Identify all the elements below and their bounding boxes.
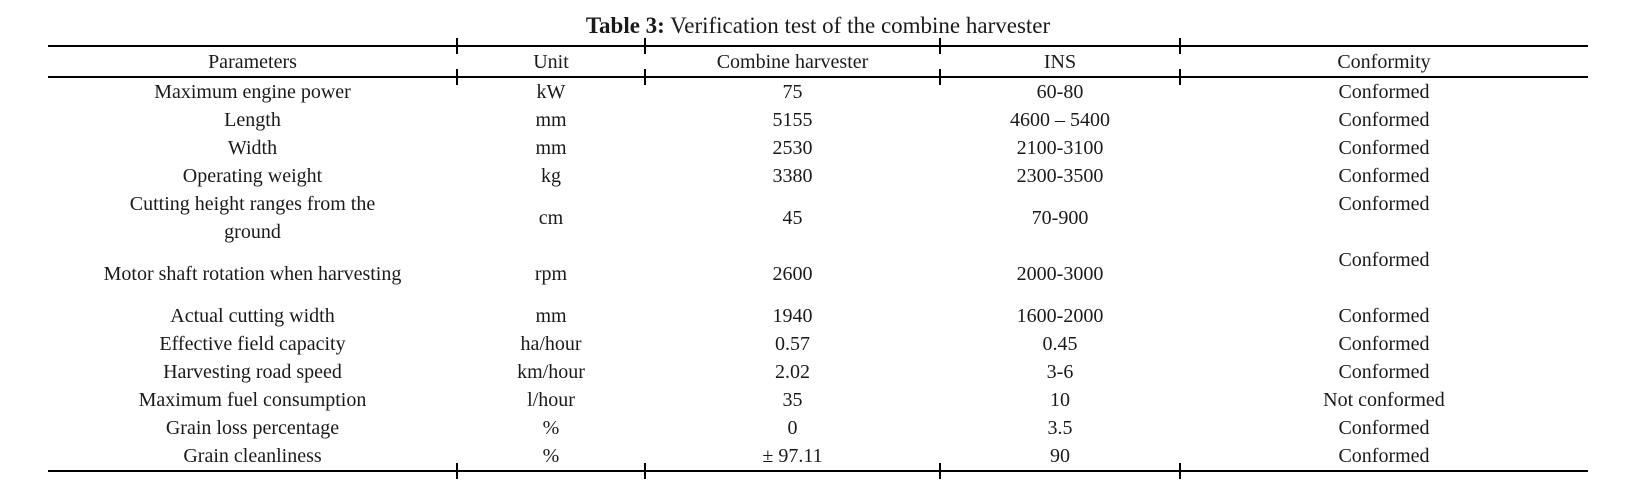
cell-ins: 10 bbox=[1050, 389, 1070, 411]
table-caption-label: Table 3: bbox=[585, 13, 665, 38]
cell-parameter: Harvesting road speed bbox=[163, 361, 342, 383]
cell-ins: 3.5 bbox=[1047, 417, 1073, 439]
cell-combine-harvester: 0 bbox=[787, 417, 798, 439]
cell-unit: kg bbox=[541, 165, 561, 187]
cell-ins: 1600-2000 bbox=[1016, 305, 1104, 327]
cell-conformity: Conformed bbox=[1338, 109, 1430, 131]
cell-conformity: Conformed bbox=[1338, 333, 1430, 355]
cell-parameter: Motor shaft rotation when harvesting bbox=[103, 263, 402, 285]
cell-conformity: Conformed bbox=[1338, 305, 1430, 327]
cell-conformity: Conformed bbox=[1338, 417, 1430, 439]
cell-unit: cm bbox=[538, 207, 564, 229]
cell-combine-harvester: 2530 bbox=[772, 137, 813, 159]
cell-unit: rpm bbox=[534, 263, 568, 285]
cell-ins: 2100-3100 bbox=[1016, 137, 1104, 159]
cell-conformity: Conformed bbox=[1338, 361, 1430, 383]
verification-table: Parameters Unit Combine harvester INS Co… bbox=[48, 37, 1588, 479]
cell-unit: ha/hour bbox=[520, 333, 582, 355]
cell-unit: mm bbox=[535, 305, 567, 327]
cell-combine-harvester: 2600 bbox=[772, 263, 813, 285]
table-row: Maximum fuel consumption l/hour 35 10 Not co… bbox=[48, 386, 1588, 414]
cell-combine-harvester: 0.57 bbox=[775, 333, 810, 355]
table-caption-text: Verification test of the combine harvest… bbox=[664, 13, 1051, 38]
table-row: Length mm 5155 4600 – 5400 Conformed bbox=[48, 106, 1588, 134]
header-row: Parameters Unit Combine harvester INS Co… bbox=[48, 37, 1588, 84]
cell-parameter: Cutting height ranges from the ground bbox=[129, 193, 376, 243]
cell-conformity: Conformed bbox=[1338, 193, 1430, 215]
cell-conformity: Conformed bbox=[1338, 445, 1430, 467]
table-body: Maximum engine power kW 75 60-80 Conformed Le… bbox=[48, 77, 1588, 479]
cell-combine-harvester: ± 97.11 bbox=[645, 442, 941, 479]
column-header-parameters: Parameters bbox=[48, 37, 458, 84]
cell-conformity: Conformed bbox=[1338, 165, 1430, 187]
cell-conformity: Conformed bbox=[1338, 249, 1430, 271]
cell-unit: mm bbox=[535, 137, 567, 159]
table-row: Effective field capacity ha/hour 0.57 0.45 C… bbox=[48, 330, 1588, 358]
cell-combine-harvester: 1940 bbox=[772, 305, 813, 327]
cell-parameter: Operating weight bbox=[182, 165, 323, 187]
cell-parameter: Actual cutting width bbox=[170, 305, 335, 327]
cell-ins: 90 bbox=[940, 442, 1181, 479]
table-caption: Table 3: Verification test of the combin… bbox=[48, 12, 1588, 40]
cell-parameter: Grain cleanliness bbox=[48, 442, 458, 479]
cell-ins: 60-80 bbox=[1036, 81, 1084, 103]
cell-conformity: Conformed bbox=[1338, 81, 1430, 103]
cell-ins: 0.45 bbox=[1042, 333, 1078, 355]
cell-unit: l/hour bbox=[527, 389, 575, 411]
column-header-unit: Unit bbox=[457, 37, 646, 84]
cell-unit: kW bbox=[536, 81, 566, 103]
cell-conformity: Not conformed bbox=[1323, 389, 1445, 411]
cell-parameter: Effective field capacity bbox=[159, 333, 346, 355]
cell-ins: 2300-3500 bbox=[1016, 165, 1104, 187]
cell-combine-harvester: 3380 bbox=[772, 165, 813, 187]
cell-combine-harvester: 35 bbox=[782, 389, 803, 411]
table-row: Width mm 2530 2100-3100 Conformed bbox=[48, 134, 1588, 162]
table-row: Maximum engine power kW 75 60-80 Conformed bbox=[48, 77, 1588, 106]
cell-ins: 4600 – 5400 bbox=[1010, 109, 1110, 131]
cell-parameter: Grain loss percentage bbox=[165, 417, 340, 439]
cell-parameter: Maximum engine power bbox=[154, 81, 351, 103]
column-header-conformity: Conformity bbox=[1180, 46, 1588, 78]
table-row: Grain loss percentage% 0 3.5 Conformed bbox=[48, 414, 1588, 442]
cell-conformity: Conformed bbox=[1338, 137, 1430, 159]
cell-unit: km/hour bbox=[517, 361, 585, 383]
cell-unit: mm bbox=[535, 109, 567, 131]
cell-ins: 2000-3000 bbox=[1016, 263, 1104, 285]
cell-parameter: Length bbox=[224, 109, 281, 131]
table-row: Cutting height ranges from the ground cm 4… bbox=[48, 190, 1588, 246]
cell-parameter: Maximum fuel consumption bbox=[138, 389, 367, 411]
cell-combine-harvester: 2.02 bbox=[775, 361, 810, 383]
cell-ins: 3-6 bbox=[1046, 361, 1074, 383]
cell-unit: % bbox=[457, 442, 646, 479]
column-header-combine-harvester: Combine harvester bbox=[645, 37, 941, 84]
column-header-ins: INS bbox=[940, 37, 1181, 84]
table-header: Parameters Unit Combine harvester INS Co… bbox=[48, 37, 1588, 84]
table-row: Actual cutting width mm 1940 1600-2000 Confo… bbox=[48, 302, 1588, 330]
cell-combine-harvester: 45 bbox=[782, 207, 803, 229]
cell-ins: 70-900 bbox=[1031, 207, 1089, 229]
table-row: Operating weight kg 3380 2300-3500 Conformed bbox=[48, 162, 1588, 190]
cell-combine-harvester: 75 bbox=[782, 81, 803, 103]
table-row: Motor shaft rotation when harvesting rpm 2… bbox=[48, 246, 1588, 302]
cell-parameter: Width bbox=[227, 137, 278, 159]
cell-combine-harvester: 5155 bbox=[772, 109, 813, 131]
table-row: Grain cleanliness% ± 97.11 90 Conformed bbox=[48, 442, 1588, 479]
cell-unit: % bbox=[542, 417, 560, 439]
table-row: Harvesting road speed km/hour 2.02 3-6 Confo… bbox=[48, 358, 1588, 386]
